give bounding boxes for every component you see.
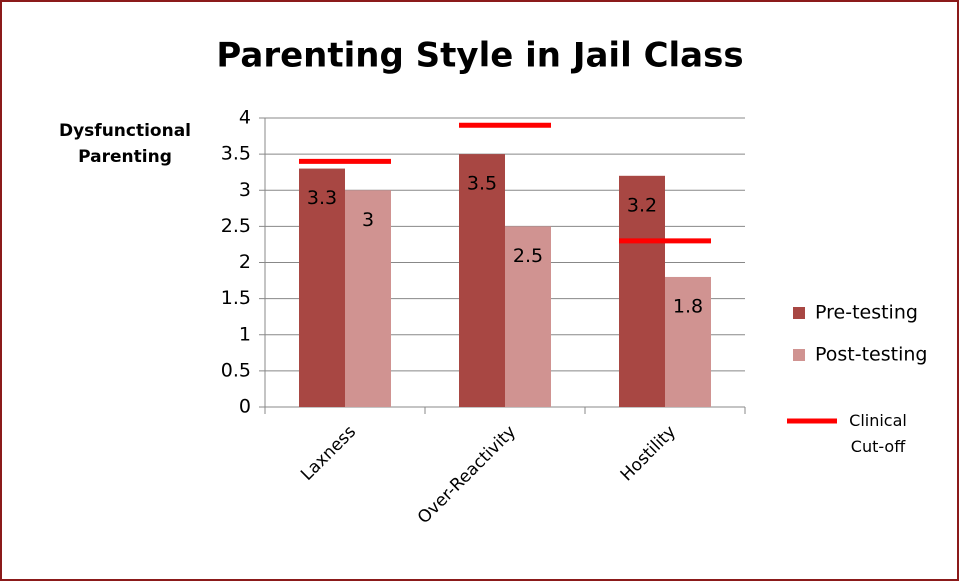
data-label: 3 [362,209,374,231]
legend-swatch [793,307,805,319]
y-tick-label: 1.5 [221,287,251,309]
legend-label: Pre-testing [815,302,918,324]
y-tick-label: 2 [239,251,251,273]
y-tick-label: 1 [239,323,251,345]
bar [665,276,711,407]
data-label: 2.5 [513,245,543,267]
data-label: 1.8 [673,295,703,317]
legend-label: Clinical Cut-off [849,411,907,456]
y-tick-label: 3 [239,179,251,201]
bar [619,175,665,407]
y-tick-label: 4 [239,107,251,129]
chart-title: Parenting Style in Jail Class [216,36,743,76]
y-tick-label: 2.5 [221,215,251,237]
bar [505,226,551,407]
y-tick-label: 3.5 [221,143,251,165]
legend-swatch [793,349,805,361]
y-axis-label: Dysfunctional Parenting [58,121,192,167]
y-tick-label: 0.5 [221,359,251,381]
bar [345,190,391,407]
data-label: 3.2 [627,194,657,216]
bar [459,154,505,407]
bar [299,168,345,407]
y-tick-label: 0 [239,396,251,418]
legend-label: Post-testing [815,344,927,366]
data-label: 3.5 [467,173,497,195]
data-label: 3.3 [307,187,337,209]
